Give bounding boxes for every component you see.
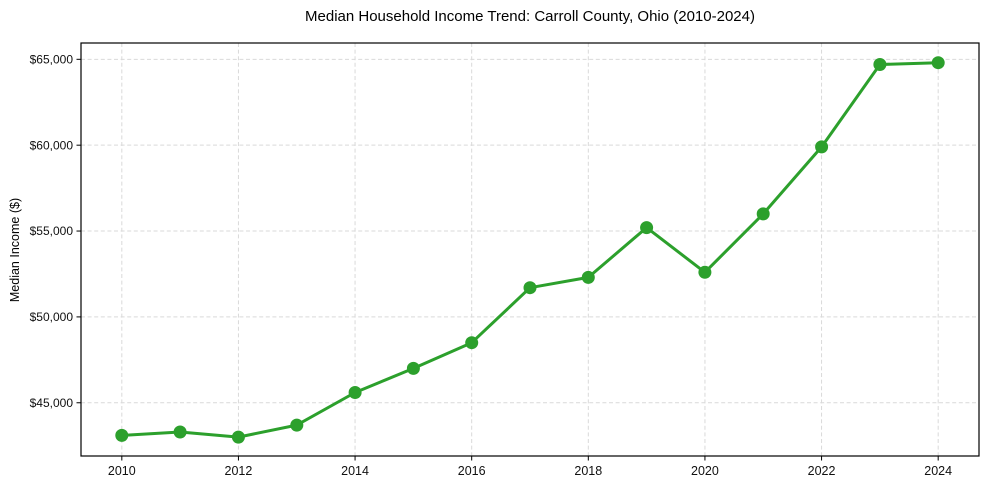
x-tick-label: 2022 [808,464,836,478]
data-point-marker [290,418,304,432]
data-point-marker [815,140,829,154]
data-point-marker [231,430,245,444]
y-tick-label: $60,000 [30,138,74,152]
data-point-marker [756,207,770,221]
y-tick-label: $50,000 [30,310,74,324]
data-point-marker [348,386,362,399]
y-tick-label: $45,000 [30,396,74,410]
data-point-marker [406,361,420,375]
x-tick-label: 2014 [341,464,369,478]
data-point-marker [873,58,887,71]
y-tick-label: $65,000 [30,53,74,67]
plot-border [80,42,980,457]
chart-title: Median Household Income Trend: Carroll C… [305,8,755,25]
trend-line [120,61,940,439]
data-point-marker [931,56,945,70]
data-point-marker [173,425,187,439]
y-axis-label: Median Income ($) [8,197,22,303]
data-point-marker [698,265,712,279]
data-point-marker [581,270,595,284]
x-tick-label: 2024 [924,464,952,478]
y-tick-label: $55,000 [30,224,74,238]
x-tick-label: 2016 [458,464,486,478]
x-tick-label: 2018 [574,464,602,478]
x-tick-label: 2010 [108,464,136,478]
data-point-marker [115,428,129,442]
data-point-marker [465,336,479,350]
x-tick-label: 2012 [225,464,253,478]
x-tick-label: 2020 [691,464,719,478]
data-point-marker [640,221,654,235]
data-point-marker [523,281,537,295]
